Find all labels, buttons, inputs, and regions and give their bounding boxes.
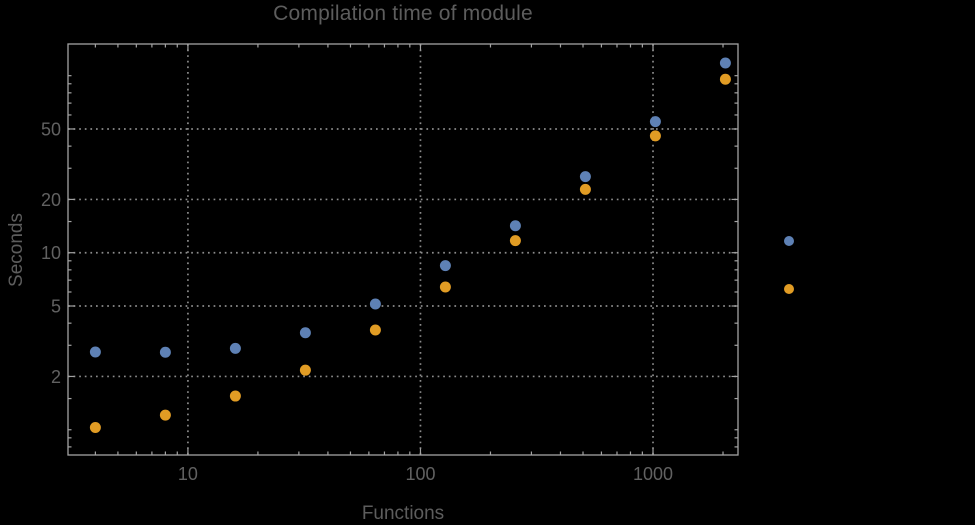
legend-marker-1	[784, 236, 794, 246]
data-point-series-2-orange	[509, 235, 521, 247]
plot-frame	[67, 43, 739, 456]
data-point-series-1-blue	[649, 116, 661, 128]
y-tick-label: 2	[51, 367, 61, 387]
legend-marker-2	[784, 284, 794, 294]
data-point-series-2-orange	[439, 281, 451, 293]
data-point-series-2-orange	[299, 364, 311, 376]
chart-title: Compilation time of module	[273, 2, 533, 25]
data-point-series-1-blue	[509, 220, 521, 232]
data-point-series-2-orange	[649, 130, 661, 142]
data-point-series-1-blue	[719, 57, 731, 69]
data-point-series-2-orange	[719, 73, 731, 85]
x-tick-label: 100	[405, 464, 435, 484]
data-point-series-1-blue	[229, 342, 241, 354]
data-point-series-2-orange	[229, 390, 241, 402]
data-point-series-1-blue	[439, 260, 451, 272]
data-point-series-1-blue	[159, 346, 171, 358]
x-tick-label: 10	[178, 464, 198, 484]
data-point-series-1-blue	[89, 346, 101, 358]
data-point-series-1-blue	[579, 171, 591, 183]
y-tick-label: 10	[41, 243, 61, 263]
y-tick-label: 5	[51, 297, 61, 317]
data-point-series-2-orange	[579, 183, 591, 195]
y-tick-label: 50	[41, 119, 61, 139]
y-tick-label: 20	[41, 190, 61, 210]
data-point-series-2-orange	[369, 324, 381, 336]
data-point-series-2-orange	[159, 409, 171, 421]
data-point-series-1-blue	[299, 327, 311, 339]
data-point-series-1-blue	[369, 298, 381, 310]
x-tick-label: 1000	[633, 464, 673, 484]
data-point-series-2-orange	[89, 421, 101, 433]
x-axis-label: Functions	[361, 503, 445, 524]
